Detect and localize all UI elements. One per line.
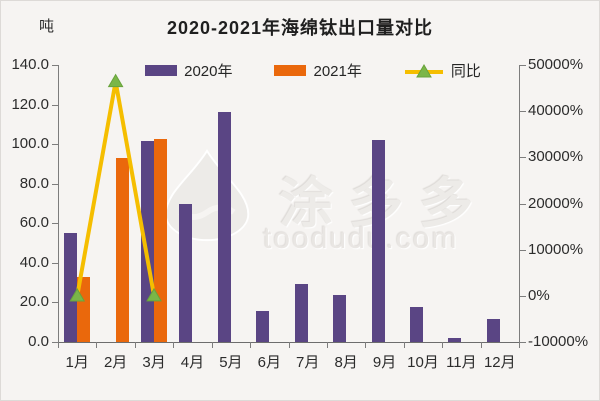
left-axis-tick: [52, 342, 58, 343]
left-axis-tick-label: 20.0: [19, 293, 49, 311]
left-axis-tick: [52, 223, 58, 225]
bar-2020年-9月: [371, 139, 385, 342]
bar-2020年-1月: [64, 233, 78, 342]
x-axis-tick: [211, 342, 213, 348]
legend-item-yoy: 同比: [404, 60, 481, 81]
bar-2020年-11月: [448, 338, 462, 342]
legend: 2020年 2021年 同比: [1, 60, 599, 81]
bar-2020年-7月: [294, 283, 308, 342]
x-axis-category-label: 7月: [296, 354, 320, 371]
bar-2020年-3月: [141, 141, 155, 342]
bar-2021年-1月: [77, 276, 91, 342]
x-axis-tick: [519, 342, 520, 348]
legend-swatch-2020: [145, 65, 178, 76]
right-axis-tick: [519, 157, 526, 159]
x-axis-category-label: 6月: [257, 354, 281, 371]
x-axis-category-label: 1月: [65, 354, 89, 371]
left-axis-tick: [52, 302, 58, 304]
right-axis-tick: [519, 65, 526, 66]
x-axis-tick: [96, 342, 98, 348]
left-axis-tick-label: 60.0: [19, 214, 49, 232]
bar-2020年-6月: [256, 310, 270, 342]
left-axis-tick: [52, 144, 58, 146]
right-axis-tick-label: 50000%: [528, 56, 584, 73]
left-axis-unit-label: 吨: [39, 18, 55, 35]
right-axis-tick-label: 0%: [528, 286, 550, 304]
left-axis-tick-label: 40.0: [19, 253, 49, 271]
x-axis-category-label: 9月: [372, 354, 397, 371]
left-axis-tick-label: 140.0: [11, 56, 49, 73]
x-axis-category-label: 2月: [103, 354, 128, 371]
left-axis-tick-label: 80.0: [19, 174, 49, 192]
bar-2021年-2月: [115, 157, 129, 342]
legend-item-2021: 2021年: [274, 60, 362, 81]
legend-label-2021: 2021年: [313, 63, 362, 80]
left-axis-tick: [52, 183, 58, 185]
chart-title: 2020-2021年海绵钛出口量对比: [166, 18, 434, 38]
bar-2020年-12月: [486, 319, 500, 342]
x-axis-category-label: 8月: [334, 354, 358, 371]
x-axis-category-label: 3月: [142, 354, 166, 371]
left-axis-tick: [52, 65, 58, 66]
x-axis-tick: [480, 342, 482, 348]
x-axis-category-label: 5月: [219, 354, 243, 371]
bar-2020年-4月: [179, 203, 193, 342]
right-axis-tick: [519, 249, 526, 251]
left-axis-tick-label: 120.0: [11, 95, 49, 113]
left-axis-tick-label: 100.0: [11, 135, 49, 153]
bar-2020年-10月: [409, 306, 423, 342]
watermark-domain-text: toodudu.com: [263, 222, 459, 255]
x-axis-category-label: 4月: [180, 354, 205, 371]
x-axis-tick: [173, 342, 175, 348]
left-axis-tick: [52, 262, 58, 264]
left-axis-line: [58, 65, 59, 342]
right-axis-tick: [519, 295, 526, 297]
x-axis-tick: [288, 342, 290, 348]
right-axis-tick-label: 40000%: [528, 102, 584, 120]
legend-swatch-2021: [274, 65, 307, 76]
x-axis-tick: [58, 342, 59, 348]
bar-2020年-8月: [333, 295, 347, 342]
right-axis-tick-label: 30000%: [528, 148, 584, 166]
legend-label-2020: 2020年: [184, 63, 233, 80]
legend-item-2020: 2020年: [145, 60, 232, 81]
bar-2020年-5月: [217, 111, 231, 342]
right-axis-tick: [519, 342, 526, 343]
right-axis-tick-label: 20000%: [528, 194, 584, 212]
x-axis-tick: [250, 342, 252, 348]
x-axis-category-label: 11月: [446, 354, 477, 371]
watermark-drop-icon: [164, 149, 250, 242]
x-axis-category-label: 10月: [407, 354, 439, 371]
x-axis-tick: [442, 342, 444, 348]
x-axis-tick: [134, 342, 136, 348]
bar-2021年-3月: [154, 138, 168, 342]
legend-label-yoy: 同比: [450, 63, 481, 80]
x-axis-tick: [365, 342, 367, 348]
x-axis-category-label: 12月: [483, 354, 516, 371]
legend-line-triangle-icon: [404, 63, 443, 77]
right-axis-tick: [519, 111, 526, 113]
x-axis-tick: [326, 342, 328, 348]
right-axis-tick-label: 10000%: [528, 240, 584, 258]
right-axis-tick-label: -10000%: [528, 333, 589, 350]
right-axis-tick: [519, 203, 526, 205]
x-axis-tick: [403, 342, 405, 348]
left-axis-tick-label: 0.0: [28, 333, 49, 350]
left-axis-tick: [52, 104, 58, 106]
